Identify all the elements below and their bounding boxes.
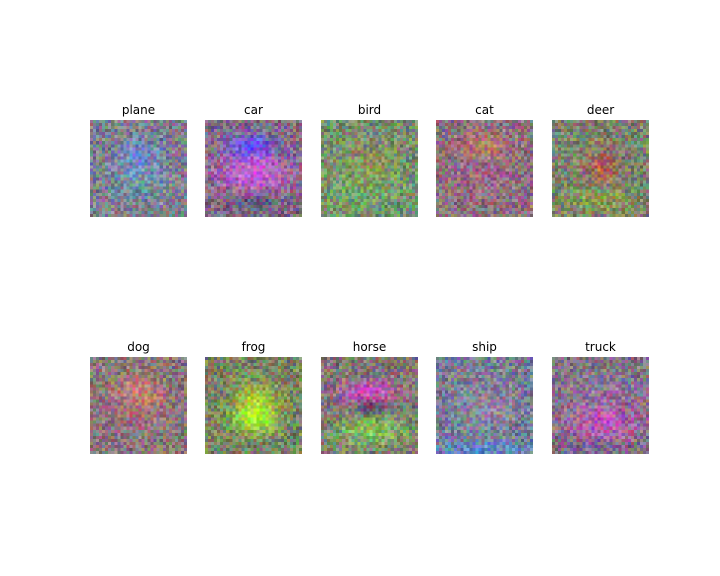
panel-title: horse	[352, 340, 387, 354]
panel-deer: deer	[552, 103, 649, 217]
panel-title: cat	[475, 103, 494, 117]
panel-truck: truck	[552, 340, 649, 454]
panel-title: plane	[121, 103, 156, 117]
weight-image-truck	[552, 357, 649, 454]
weight-image-bird	[321, 120, 418, 217]
weight-image-cat	[436, 120, 533, 217]
panel-car: car	[205, 103, 302, 217]
panel-plane: plane	[90, 103, 187, 217]
weight-image-dog	[90, 357, 187, 454]
weight-image-ship	[436, 357, 533, 454]
panel-title: frog	[241, 340, 266, 354]
weight-image-deer	[552, 120, 649, 217]
panel-title: ship	[472, 340, 497, 354]
panel-title: car	[244, 103, 263, 117]
panel-horse: horse	[321, 340, 418, 454]
panel-title: dog	[127, 340, 150, 354]
panel-title: bird	[357, 103, 382, 117]
weight-image-car	[205, 120, 302, 217]
weight-image-frog	[205, 357, 302, 454]
panel-bird: bird	[321, 103, 418, 217]
panel-frog: frog	[205, 340, 302, 454]
panel-dog: dog	[90, 340, 187, 454]
panel-title: truck	[585, 340, 616, 354]
panel-ship: ship	[436, 340, 533, 454]
weight-image-plane	[90, 120, 187, 217]
weight-image-horse	[321, 357, 418, 454]
panel-title: deer	[586, 103, 615, 117]
panel-cat: cat	[436, 103, 533, 217]
